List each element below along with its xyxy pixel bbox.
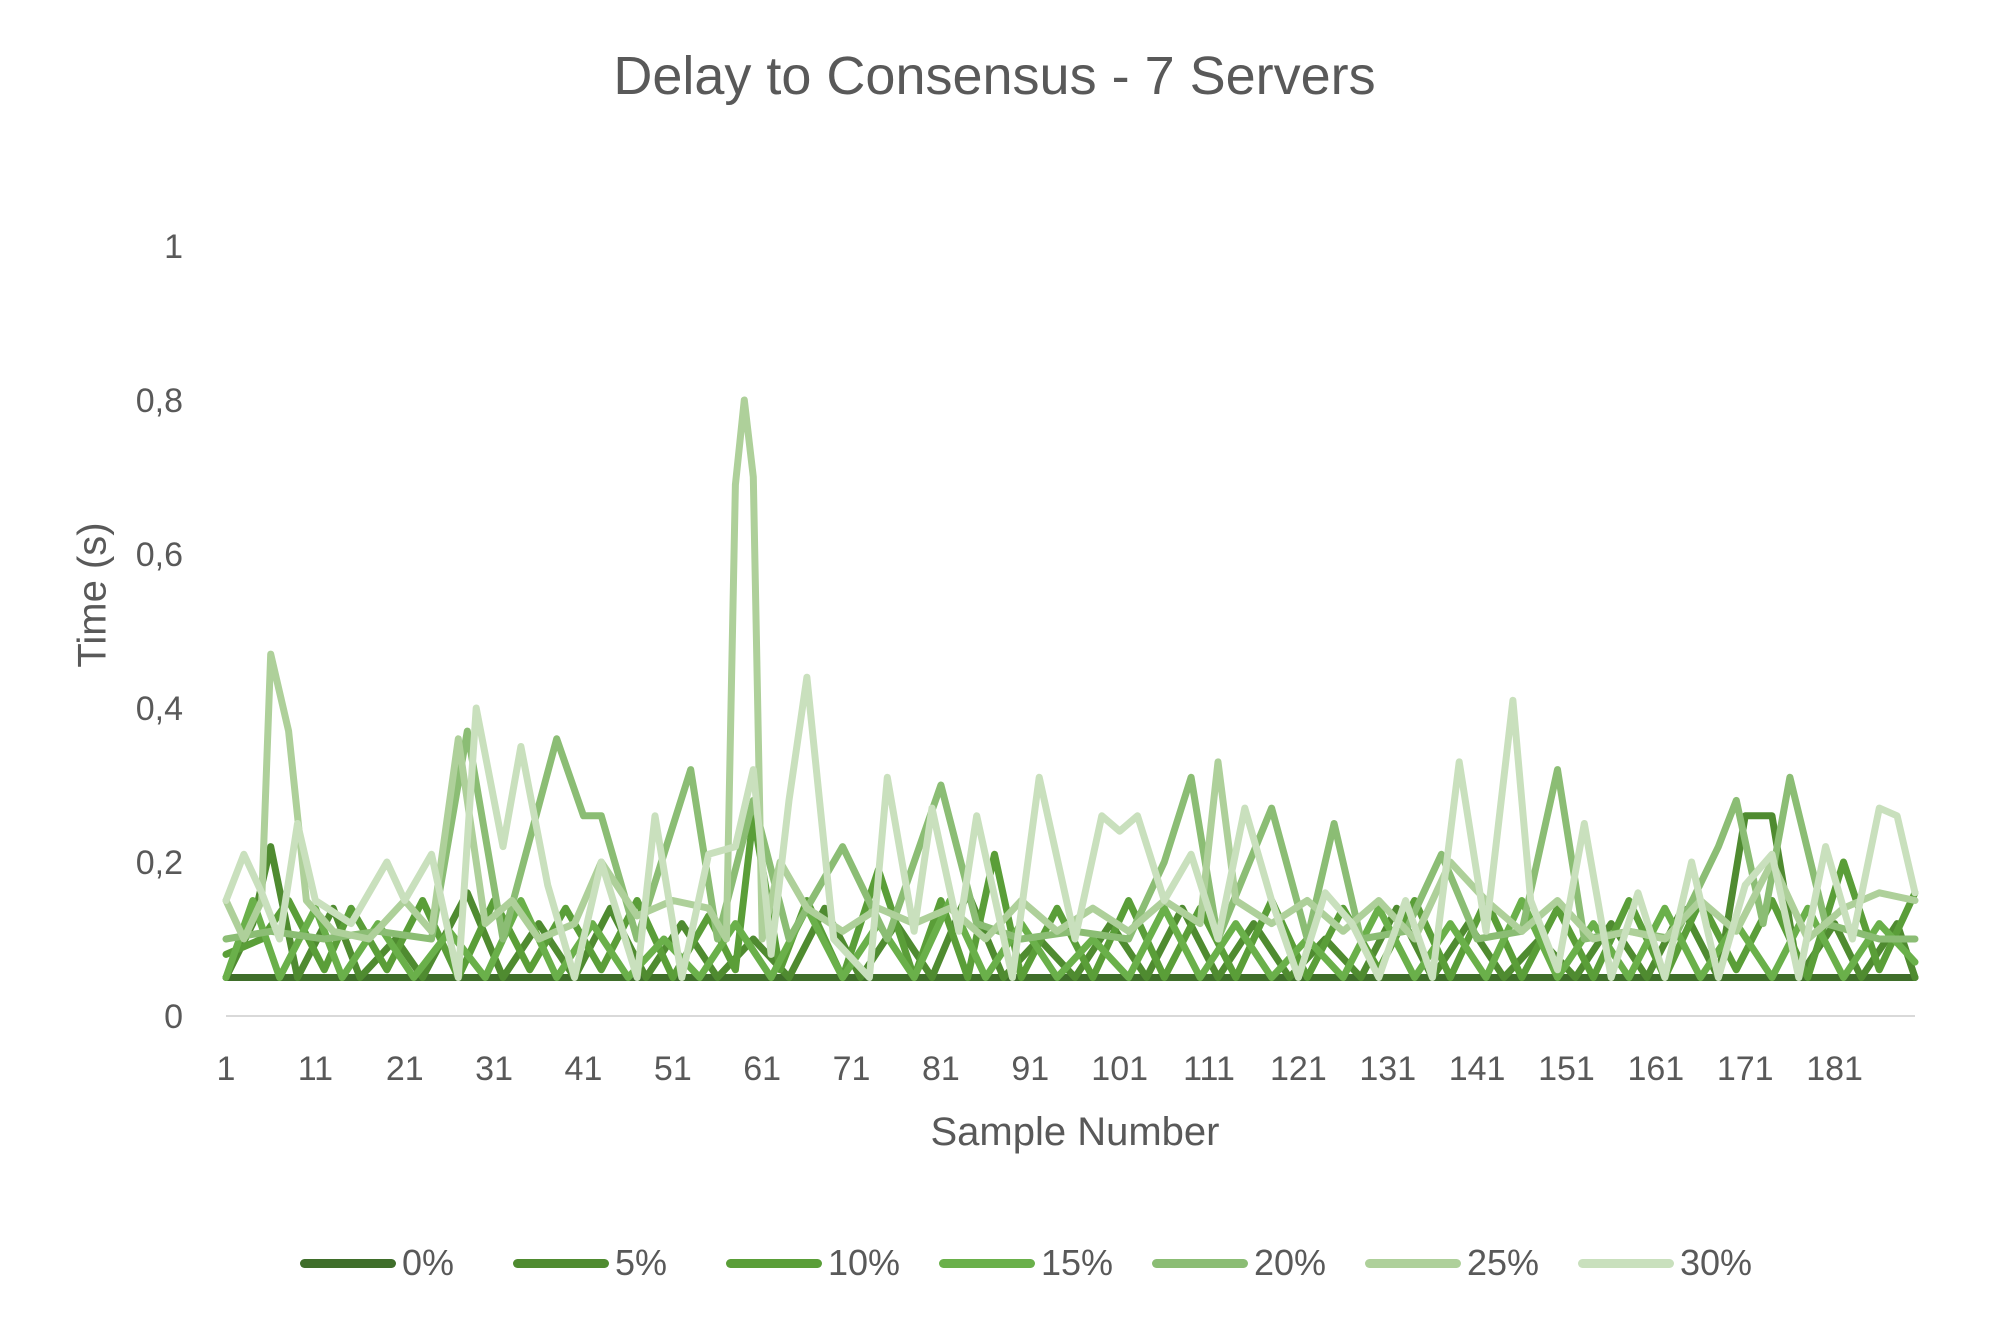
legend-label: 30% [1680,1242,1753,1283]
x-axis-title: Sample Number [930,1110,1220,1154]
y-tick-label: 0,2 [136,844,183,882]
x-tick-label: 11 [298,1050,333,1088]
x-tick-label: 111 [1183,1050,1235,1088]
series-line-7 [222,673,1919,981]
y-tick-label: 0,8 [136,382,183,420]
legend-item: 20% [1152,1242,1327,1283]
legend-label: 15% [1041,1242,1114,1283]
x-tick-label: 31 [475,1050,513,1088]
x-tick-label: 161 [1627,1050,1684,1088]
y-tick-label: 0,6 [136,536,183,574]
x-tick-label: 41 [565,1050,603,1088]
legend-label: 5% [615,1242,668,1283]
legend-swatch [726,1258,822,1268]
x-tick-label: 61 [743,1050,781,1088]
x-tick-label: 81 [922,1050,960,1088]
y-tick-label: 0 [164,998,183,1036]
legend-item: 15% [939,1242,1114,1283]
x-tick-label: 1 [217,1050,236,1088]
legend-item: 10% [726,1242,901,1283]
x-tick-label: 91 [1011,1050,1049,1088]
x-tick-label: 51 [654,1050,692,1088]
x-tick-label: 101 [1091,1050,1148,1088]
legend-item: 25% [1365,1242,1540,1283]
legend-swatch [939,1258,1035,1268]
chart-legend: 0% 5% 10% 15% 20% 25% 30% [0,1242,1989,1283]
series-line-6 [222,396,1919,943]
legend-item: 5% [513,1242,668,1283]
x-tick-label: 171 [1717,1050,1774,1088]
legend-label: 0% [402,1242,455,1283]
legend-swatch [513,1258,609,1268]
x-tick-label: 131 [1359,1050,1416,1088]
x-tick-label: 121 [1270,1050,1327,1088]
legend-label: 20% [1254,1242,1327,1283]
legend-swatch [1365,1258,1461,1268]
y-tick-label: 1 [164,228,183,266]
x-tick-label: 181 [1806,1050,1863,1088]
legend-item: 30% [1578,1242,1753,1283]
legend-item: 0% [300,1242,455,1283]
legend-label: 10% [828,1242,901,1283]
legend-swatch [1152,1258,1248,1268]
legend-label: 25% [1467,1242,1540,1283]
series-line-4 [222,897,1919,981]
x-tick-label: 151 [1538,1050,1595,1088]
x-tick-label: 71 [833,1050,871,1088]
x-tick-label: 141 [1449,1050,1506,1088]
y-tick-label: 0,4 [136,690,183,728]
legend-swatch [1578,1258,1674,1268]
y-axis-title: Time (s) [70,522,115,668]
x-tick-label: 21 [386,1050,424,1088]
chart-title: Delay to Consensus - 7 Servers [613,46,1376,106]
legend-swatch [300,1258,396,1268]
